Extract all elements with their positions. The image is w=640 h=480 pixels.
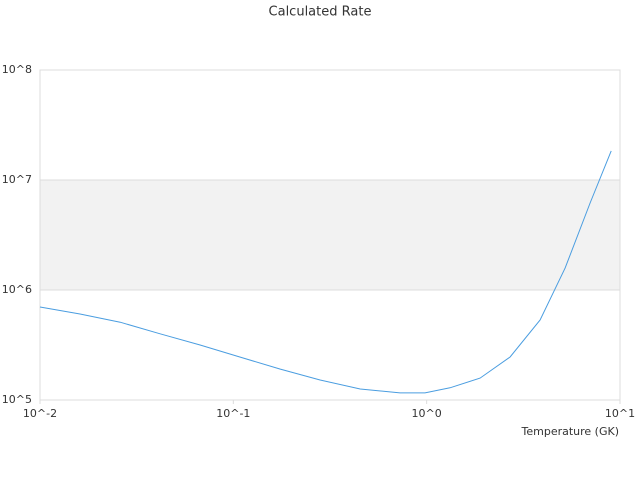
x-axis-label: Temperature (GK) (521, 425, 620, 438)
y-tick-label: 10^6 (2, 283, 32, 296)
x-tick-label: 10^-1 (216, 407, 250, 420)
y-tick-label: 10^8 (2, 63, 32, 76)
plot-frame (39, 69, 621, 401)
data-line (39, 150, 612, 394)
chart-title: Calculated Rate (269, 5, 372, 20)
y-tick-label: 10^5 (2, 393, 32, 406)
x-tick-label: 10^0 (412, 407, 442, 420)
grid-band (40, 180, 620, 290)
x-tick-label: 10^1 (605, 407, 635, 420)
x-tick-label: 10^-2 (23, 407, 57, 420)
y-tick-label: 10^7 (2, 173, 32, 186)
